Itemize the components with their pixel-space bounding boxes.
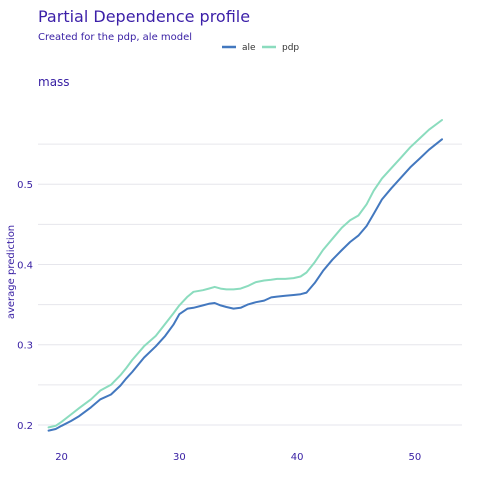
y-axis-title: average prediction bbox=[6, 225, 17, 319]
x-tick-label: 20 bbox=[55, 452, 68, 463]
legend: ale pdp bbox=[222, 43, 299, 53]
x-axis-ticks: 20 30 40 50 bbox=[55, 452, 421, 463]
chart-title: Partial Dependence profile bbox=[38, 7, 250, 26]
y-tick-label: 0.2 bbox=[17, 421, 33, 432]
legend-label-pdp: pdp bbox=[282, 43, 299, 53]
x-tick-label: 50 bbox=[409, 452, 422, 463]
panel-label: mass bbox=[38, 75, 70, 89]
series-lines bbox=[47, 119, 443, 432]
x-tick-label: 30 bbox=[173, 452, 186, 463]
series-line-ale bbox=[47, 138, 443, 432]
y-tick-label: 0.5 bbox=[17, 180, 33, 191]
legend-label-ale: ale bbox=[242, 43, 256, 53]
y-axis-ticks: 0.2 0.3 0.4 0.5 bbox=[17, 180, 33, 432]
x-tick-label: 40 bbox=[291, 452, 304, 463]
y-tick-label: 0.4 bbox=[17, 260, 33, 271]
series-line-pdp bbox=[47, 119, 443, 429]
chart-subtitle: Created for the pdp, ale model bbox=[38, 32, 192, 43]
y-tick-label: 0.3 bbox=[17, 341, 33, 352]
